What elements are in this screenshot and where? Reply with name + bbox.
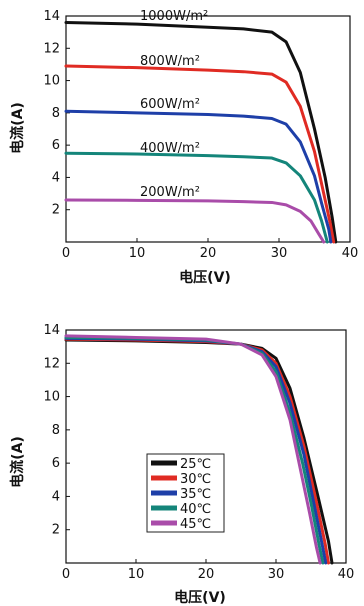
temperature-iv-chart: 0 10 20 30 40 2 4 6 8 10 12 14 25℃30℃35℃40℃45℃ 电压(V… <box>9 323 354 606</box>
legend-label-0: 25℃ <box>180 457 211 472</box>
legend-label-4: 45℃ <box>180 517 211 532</box>
chart2-y-axis-label: 电流(A) <box>9 436 26 488</box>
x-tick-label: 0 <box>62 246 70 261</box>
legend-label-1: 30℃ <box>180 472 211 487</box>
y-tick-label: 2 <box>52 523 60 538</box>
chart2-x-axis-label: 电压(V) <box>174 589 226 606</box>
chart1-series <box>64 20 338 244</box>
chart1-curve-labels: 1000W/m² 800W/m² 600W/m² 400W/m² 200W/m² <box>140 9 208 200</box>
x-tick-label: 10 <box>128 567 145 582</box>
legend-label-3: 40℃ <box>180 502 211 517</box>
series-line-0 <box>64 20 338 244</box>
legend-label-2: 35℃ <box>180 487 211 502</box>
y-tick-label: 6 <box>52 138 60 153</box>
y-tick-label: 4 <box>52 170 60 185</box>
y-tick-label: 10 <box>43 390 60 405</box>
curve-label-3: 400W/m² <box>140 141 200 156</box>
x-tick-label: 20 <box>200 246 217 261</box>
y-tick-label: 12 <box>43 356 60 371</box>
y-tick-label: 4 <box>52 489 60 504</box>
y-tick-label: 8 <box>52 423 60 438</box>
y-tick-label: 14 <box>43 323 60 338</box>
series-line-4 <box>64 198 326 244</box>
x-tick-label: 0 <box>62 567 70 582</box>
chart2-series <box>64 334 334 565</box>
series-line-3 <box>64 151 329 244</box>
y-tick-label: 2 <box>52 203 60 218</box>
series-line-2 <box>64 109 333 244</box>
x-tick-label: 40 <box>338 567 355 582</box>
curve-label-1: 800W/m² <box>140 54 200 69</box>
chart1-y-axis-label: 电流(A) <box>9 102 26 154</box>
curve-label-4: 200W/m² <box>140 185 200 200</box>
y-tick-label: 6 <box>52 456 60 471</box>
curve-label-0: 1000W/m² <box>140 9 208 24</box>
chart2-ticks: 0 10 20 30 40 2 4 6 8 10 12 14 <box>43 323 354 582</box>
x-tick-label: 30 <box>268 567 285 582</box>
y-tick-label: 12 <box>43 41 60 56</box>
x-tick-label: 40 <box>342 246 359 261</box>
curve-label-2: 600W/m² <box>140 97 200 112</box>
chart1-ticks: 0 10 20 30 40 2 4 6 8 10 12 14 <box>43 9 358 261</box>
y-tick-label: 8 <box>52 106 60 121</box>
chart2-legend: 25℃30℃35℃40℃45℃ <box>146 453 225 533</box>
x-tick-label: 30 <box>271 246 288 261</box>
x-tick-label: 10 <box>129 246 146 261</box>
y-tick-label: 14 <box>43 9 60 24</box>
series-line-4 <box>64 334 322 565</box>
chart1-x-axis-label: 电压(V) <box>179 269 231 286</box>
series-line-1 <box>64 64 336 244</box>
irradiance-iv-chart: 0 10 20 30 40 2 4 6 8 10 12 14 1000W/m² 800W/m² 600W/… <box>9 9 358 286</box>
y-tick-label: 10 <box>43 74 60 89</box>
x-tick-label: 20 <box>198 567 215 582</box>
